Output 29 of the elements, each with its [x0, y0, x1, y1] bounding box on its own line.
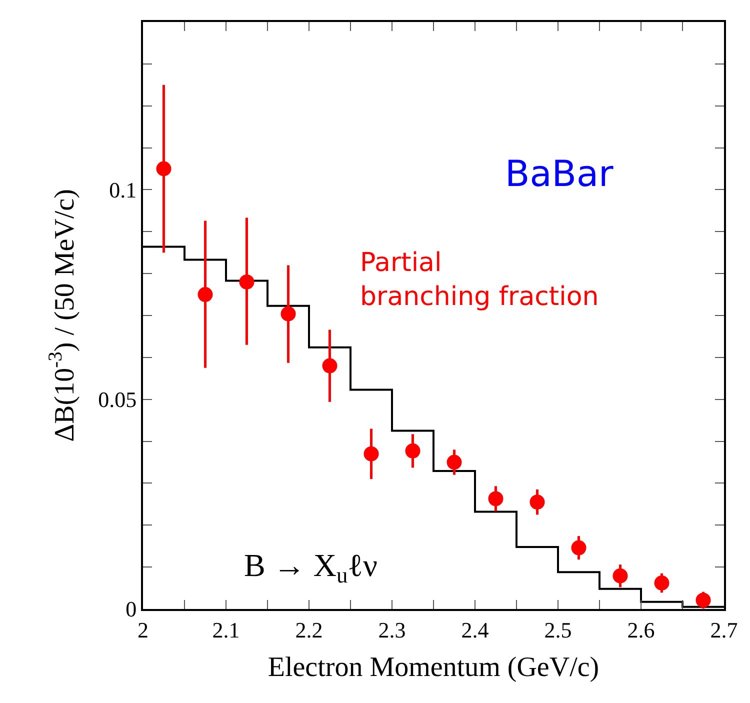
x-tick-label: 2.7	[710, 617, 738, 642]
point	[156, 161, 172, 176]
point	[571, 540, 586, 556]
point	[405, 443, 420, 458]
point	[654, 576, 670, 590]
x-tick-label: 2.3	[378, 617, 406, 642]
annotation: B → X$_{u}$ℓν	[244, 547, 378, 588]
point	[530, 494, 545, 510]
point	[612, 568, 628, 584]
x-tick-label: 2.1	[212, 617, 240, 642]
point	[239, 274, 254, 290]
annotation: Partial branching fraction	[360, 248, 599, 312]
point	[696, 592, 711, 608]
point	[198, 287, 213, 302]
point	[364, 446, 379, 462]
x-tick-label: 2.6	[627, 617, 655, 642]
y-tick-label: 0.05	[98, 387, 137, 412]
point	[488, 491, 504, 506]
x-axis-title: Electron Momentum (GeV/c)	[268, 652, 600, 683]
annotation: BaBar	[505, 154, 614, 195]
point	[280, 306, 296, 322]
x-tick-label: 2	[138, 617, 148, 642]
y-tick-label: 0.1	[109, 177, 137, 202]
x-tick-label: 2.5	[544, 617, 572, 642]
x-tick-label: 2.4	[461, 617, 489, 642]
point	[446, 454, 462, 470]
x-tick-label: 2.2	[295, 617, 323, 642]
y-tick-label: 0	[126, 596, 137, 622]
point	[322, 358, 338, 374]
